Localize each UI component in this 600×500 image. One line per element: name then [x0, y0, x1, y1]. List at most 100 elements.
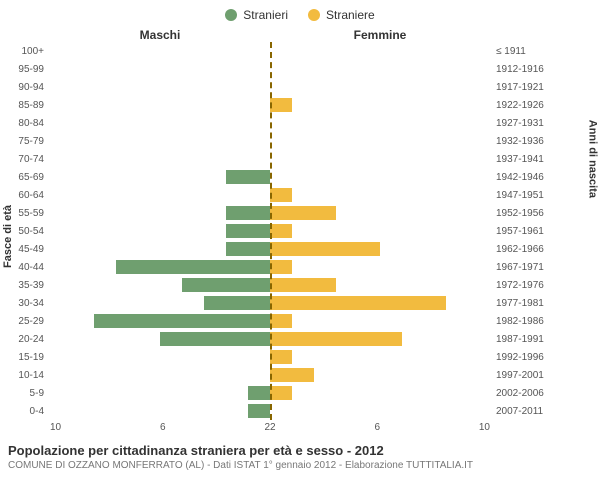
birth-year-label: 1952-1956	[490, 208, 560, 219]
bar-female	[270, 350, 292, 364]
pyramid-row: 100+≤ 1911	[0, 42, 600, 60]
bar-zone-female	[270, 96, 490, 114]
pyramid-row: 35-39 1972-1976	[0, 276, 600, 294]
pyramid-row: 50-54 1957-1961	[0, 222, 600, 240]
birth-year-label: 1922-1926	[490, 100, 560, 111]
bar-zone-female	[270, 78, 490, 96]
pyramid-row: 0-42007-2011	[0, 402, 600, 420]
chart-subtitle: COMUNE DI OZZANO MONFERRATO (AL) - Dati …	[8, 460, 592, 471]
x-tick: 10	[50, 422, 61, 433]
pyramid-row: 10-14 1997-2001	[0, 366, 600, 384]
bar-zone-female	[270, 114, 490, 132]
x-tick: 6	[160, 422, 166, 433]
age-label: 50-54	[0, 226, 50, 237]
bar-female	[270, 188, 292, 202]
x-tick: 2	[270, 422, 276, 433]
bar-female	[270, 260, 292, 274]
x-tick: 10	[479, 422, 490, 433]
legend-label-female: Straniere	[326, 8, 375, 22]
bar-male	[248, 404, 270, 418]
bar-male	[204, 296, 270, 310]
x-axis: 1062 2610	[0, 422, 600, 433]
bar-zone-male	[50, 168, 270, 186]
bar-zone-male	[50, 294, 270, 312]
legend-item-female: Straniere	[308, 8, 375, 22]
birth-year-label: 1987-1991	[490, 334, 560, 345]
bar-zone-male	[50, 114, 270, 132]
bar-female	[270, 314, 292, 328]
age-label: 5-9	[0, 388, 50, 399]
column-headers: Maschi Femmine	[0, 28, 600, 42]
birth-year-label: 1947-1951	[490, 190, 560, 201]
bar-male	[182, 278, 270, 292]
bar-zone-male	[50, 222, 270, 240]
birth-year-label: 1967-1971	[490, 262, 560, 273]
pyramid-row: 45-491962-1966	[0, 240, 600, 258]
birth-year-label: 1992-1996	[490, 352, 560, 363]
bar-zone-male	[50, 312, 270, 330]
bar-male	[116, 260, 270, 274]
age-label: 15-19	[0, 352, 50, 363]
pyramid-row: 90-941917-1921	[0, 78, 600, 96]
birth-year-label: 1932-1936	[490, 136, 560, 147]
bar-zone-male	[50, 132, 270, 150]
age-label: 70-74	[0, 154, 50, 165]
bar-female	[270, 368, 314, 382]
bar-zone-male	[50, 330, 270, 348]
age-label: 45-49	[0, 244, 50, 255]
birth-year-label: 1997-2001	[490, 370, 560, 381]
chart-title: Popolazione per cittadinanza straniera p…	[8, 443, 592, 458]
x-tick: 6	[374, 422, 380, 433]
bar-zone-male	[50, 366, 270, 384]
bar-male	[160, 332, 270, 346]
age-label: 40-44	[0, 262, 50, 273]
bar-zone-male	[50, 402, 270, 420]
legend-item-male: Stranieri	[225, 8, 288, 22]
bar-zone-female	[270, 348, 490, 366]
bar-zone-male	[50, 60, 270, 78]
birth-year-label: 1957-1961	[490, 226, 560, 237]
age-label: 35-39	[0, 280, 50, 291]
birth-year-label: 1982-1986	[490, 316, 560, 327]
bar-zone-female	[270, 366, 490, 384]
bar-zone-male	[50, 42, 270, 60]
bar-female	[270, 98, 292, 112]
age-label: 30-34	[0, 298, 50, 309]
age-label: 65-69	[0, 172, 50, 183]
bar-zone-male	[50, 276, 270, 294]
birth-year-label: 1977-1981	[490, 298, 560, 309]
bar-female	[270, 224, 292, 238]
bar-zone-female	[270, 60, 490, 78]
bar-female	[270, 278, 336, 292]
bar-female	[270, 296, 446, 310]
legend: Stranieri Straniere	[0, 0, 600, 22]
x-ticks-left: 1062	[50, 422, 270, 433]
pyramid-row: 25-29 1982-1986	[0, 312, 600, 330]
bar-zone-female	[270, 384, 490, 402]
pyramid-row: 40-44 1967-1971	[0, 258, 600, 276]
bar-male	[94, 314, 270, 328]
swatch-male	[225, 9, 237, 21]
bar-zone-female	[270, 312, 490, 330]
age-label: 90-94	[0, 82, 50, 93]
age-label: 0-4	[0, 406, 50, 417]
birth-year-label: 1972-1976	[490, 280, 560, 291]
center-divider	[270, 42, 272, 420]
bar-female	[270, 386, 292, 400]
birth-year-label: 1937-1941	[490, 154, 560, 165]
age-label: 85-89	[0, 100, 50, 111]
bar-zone-male	[50, 384, 270, 402]
pyramid-row: 95-991912-1916	[0, 60, 600, 78]
age-label: 80-84	[0, 118, 50, 129]
age-label: 95-99	[0, 64, 50, 75]
age-label: 10-14	[0, 370, 50, 381]
legend-label-male: Stranieri	[243, 8, 288, 22]
age-label: 25-29	[0, 316, 50, 327]
age-label: 55-59	[0, 208, 50, 219]
bar-zone-male	[50, 78, 270, 96]
pyramid-row: 15-19 1992-1996	[0, 348, 600, 366]
bar-zone-male	[50, 96, 270, 114]
age-label: 60-64	[0, 190, 50, 201]
bar-male	[248, 386, 270, 400]
pyramid-row: 80-841927-1931	[0, 114, 600, 132]
